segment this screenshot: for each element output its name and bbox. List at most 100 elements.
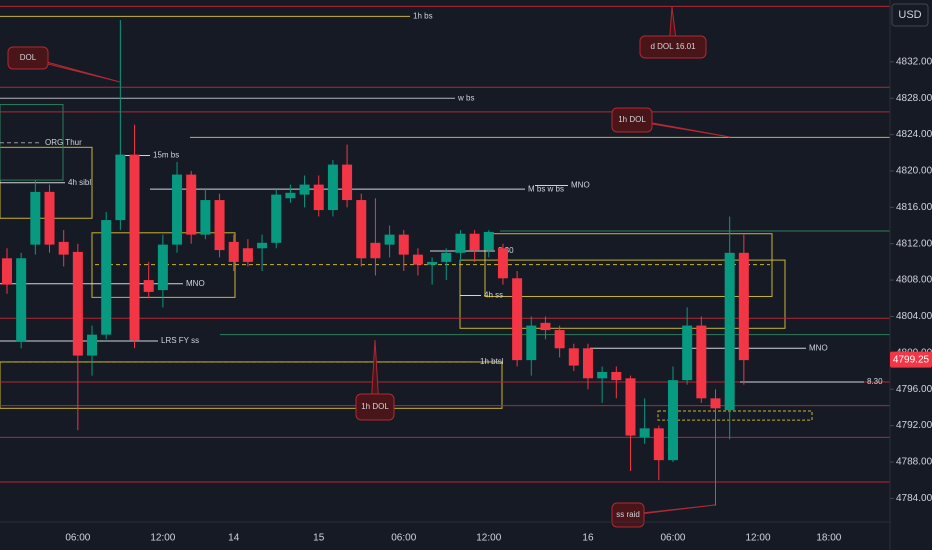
callout: 1h DOL [355, 339, 395, 421]
x-tick-label: 06:00 [391, 533, 416, 544]
candle-body [257, 242, 268, 249]
candle-body [512, 278, 523, 361]
callout-text: d DOL 16.01 [650, 42, 696, 51]
callout: d DOL 16.01 [639, 6, 707, 59]
candle-body [44, 191, 55, 245]
candle-body [16, 258, 27, 342]
candle-body [214, 200, 225, 251]
candle-body [625, 378, 636, 436]
x-tick-label: 12:00 [150, 533, 175, 544]
candle-body [582, 348, 593, 379]
candle-body [172, 174, 183, 245]
candle-body [653, 428, 664, 461]
candle-body [129, 154, 140, 341]
level-label: 8.30 [867, 377, 883, 386]
candle-body [58, 241, 69, 255]
level-label: 15m bs [153, 151, 179, 160]
level-label: 1h bs [413, 11, 433, 20]
candle-body [724, 252, 735, 411]
y-tick-label: 4824.00 [896, 129, 932, 140]
level-label: LRS FY ss [161, 336, 199, 345]
candle-body [667, 380, 678, 461]
callout: 1h DOL [611, 107, 731, 138]
candle-body [455, 233, 466, 253]
y-tick-label: 4784.00 [896, 493, 932, 504]
currency-box[interactable] [891, 3, 929, 27]
callout-text: 1h DOL [618, 115, 646, 124]
candle-body [2, 258, 12, 285]
y-tick-label: 4808.00 [896, 275, 932, 286]
y-tick-label: 4788.00 [896, 457, 932, 468]
callout-box [611, 502, 645, 528]
candle-body [639, 428, 650, 438]
candle-body [342, 164, 353, 201]
candle-body [370, 242, 381, 259]
callout-text: ss raid [616, 510, 640, 519]
candle-body [228, 241, 239, 262]
level-label: w bs [457, 93, 474, 102]
candle-body [87, 334, 98, 356]
candle-body [597, 371, 608, 379]
level-label: 4h ss [484, 291, 503, 300]
candle-body [285, 192, 296, 199]
callout-text: 1h DOL [361, 402, 389, 411]
zone [0, 104, 64, 181]
last-price-box [890, 351, 932, 368]
x-tick-label: 15 [313, 533, 325, 544]
callout-text: DOL [20, 53, 37, 62]
candle-body [398, 234, 409, 255]
callout-box [355, 393, 395, 421]
y-tick-label: 4832.00 [896, 56, 932, 67]
zone [459, 259, 786, 329]
level-label: MNO [186, 279, 205, 288]
level-label: 4h sibl [68, 178, 91, 187]
y-tick-label: 4792.00 [896, 420, 932, 431]
y-tick-label: 4828.00 [896, 93, 932, 104]
candle-body [186, 174, 197, 235]
level-label: MNO [571, 181, 590, 190]
candle-body [143, 280, 154, 292]
candle-body [427, 261, 438, 265]
callout-box [639, 35, 707, 59]
plot-area: 1h bs w bs ORG Thur 15m bs 4h sibl M bs w bs M… [0, 5, 890, 528]
candle-body [271, 194, 282, 243]
candle-body [72, 251, 83, 356]
candle-body [101, 220, 112, 335]
x-tick-label: 12:00 [745, 533, 770, 544]
y-tick-label: 4796.00 [896, 384, 932, 395]
candle-body [327, 164, 338, 211]
callout: ss raid [611, 502, 716, 528]
candle-body [710, 398, 721, 409]
y-tick-label: 4820.00 [896, 166, 932, 177]
candle-body [313, 184, 324, 211]
level-label: ORG Thur [45, 138, 82, 147]
candle-body [242, 248, 253, 262]
x-tick-label: 14 [228, 533, 240, 544]
candle-body [469, 233, 480, 251]
x-tick-label: 06:00 [65, 533, 90, 544]
x-tick-label: 16 [582, 533, 594, 544]
zone [484, 233, 773, 297]
candle-body [299, 184, 310, 195]
candle-body [441, 252, 452, 262]
y-tick-label: 4812.00 [896, 238, 932, 249]
candle-body [554, 330, 565, 349]
candle-body [30, 191, 41, 245]
axes: 4784.004788.004792.004796.004800.004804.… [65, 56, 932, 544]
candle-body [682, 325, 693, 381]
zone [657, 410, 813, 421]
callout: DOL [7, 46, 121, 83]
level-label: MNO [809, 343, 828, 352]
callout-box [611, 107, 653, 133]
x-tick-label: 12:00 [476, 533, 501, 544]
y-tick-label: 4804.00 [896, 311, 932, 322]
candle-body [356, 200, 367, 259]
candle-body [526, 325, 537, 361]
candle-body [497, 248, 508, 279]
candle-body [115, 154, 126, 221]
candle-body [200, 200, 211, 235]
callout-box [7, 46, 49, 70]
x-tick-label: 18:00 [816, 533, 841, 544]
